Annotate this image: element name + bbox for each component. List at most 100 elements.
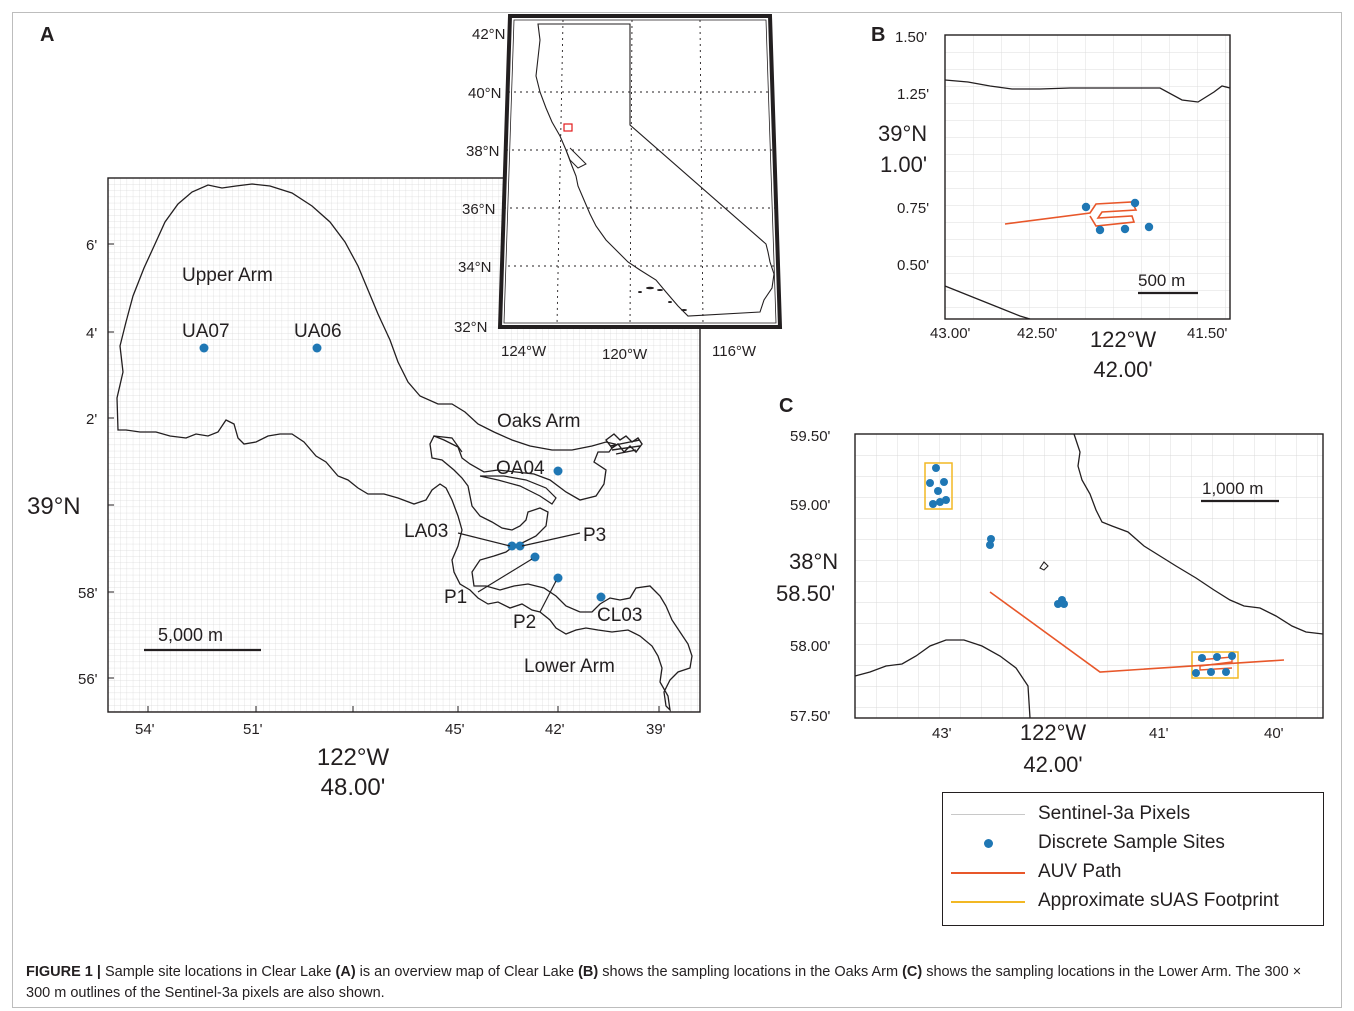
region-upper-arm: Upper Arm bbox=[182, 265, 273, 286]
site-p2-label: P2 bbox=[513, 612, 536, 633]
inset-lat-32: 32°N bbox=[454, 319, 488, 336]
site-p1-dot bbox=[530, 552, 540, 562]
caption-text: shows the sampling locations in the Oaks… bbox=[598, 964, 903, 980]
inset-lat-42: 42°N bbox=[472, 26, 506, 43]
legend-label: AUV Path bbox=[1038, 861, 1122, 882]
map-c: 1,000 m 59.50' 59.00' 38°N 58.50' 58.00'… bbox=[776, 428, 1324, 777]
site-ua07-label: UA07 bbox=[182, 321, 230, 342]
site-oa04-dot bbox=[553, 466, 563, 476]
map-a-lon-tick-54: 54' bbox=[135, 721, 155, 738]
map-b-north-shore bbox=[944, 79, 1231, 103]
region-lower-arm: Lower Arm bbox=[524, 656, 615, 677]
map-a-lat-tick-6: 6' bbox=[86, 237, 97, 254]
map-c-sample-sites bbox=[926, 464, 1236, 677]
caption-text: shows the sampling locations in the Lowe… bbox=[26, 964, 1302, 1001]
figure-frame bbox=[12, 12, 1342, 1008]
map-a-lat-tick-56: 56' bbox=[78, 671, 98, 688]
sf-bay bbox=[565, 147, 587, 169]
map-b-pixel-grid bbox=[945, 35, 1230, 319]
site-p3-label: P3 bbox=[583, 525, 606, 546]
legend-label: Sentinel-3a Pixels bbox=[1038, 803, 1191, 824]
map-c-islet bbox=[1039, 561, 1049, 571]
map-b: 500 m 1.50' 1.25' 39°N 1.00' 0.75' 0.50'… bbox=[878, 29, 1231, 382]
inset-lat-38: 38°N bbox=[466, 143, 500, 160]
figure-caption: FIGURE 1 | Sample site locations in Clea… bbox=[26, 962, 1326, 1004]
caption-ref-a: (A) bbox=[335, 964, 356, 980]
map-c-suas-footprint-west bbox=[924, 462, 953, 510]
caption-ref-c: (C) bbox=[902, 964, 923, 980]
legend-item-sentinel-pixels: Sentinel-3a Pixels bbox=[943, 801, 1323, 829]
panel-b-letter: B bbox=[871, 24, 885, 46]
site-leader-lines bbox=[457, 532, 581, 613]
legend-item-auv-path: AUV Path bbox=[943, 859, 1323, 887]
map-a-lat-main: 39°N bbox=[27, 493, 81, 520]
map-c-lat-5900: 59.00' bbox=[790, 497, 831, 514]
map-c-auv-path bbox=[989, 591, 1285, 673]
region-oaks-arm: Oaks Arm bbox=[497, 411, 580, 432]
map-a-lon-main-min: 48.00' bbox=[321, 774, 386, 801]
map-c-lat-5800: 58.00' bbox=[790, 638, 831, 655]
site-p1-label: P1 bbox=[444, 587, 467, 608]
map-c-auv-survey-loop bbox=[1197, 656, 1233, 671]
inset-graticule bbox=[502, 19, 778, 326]
map-a-scalebar-label: 5,000 m bbox=[158, 625, 223, 645]
map-c-lon-main-min: 42.00' bbox=[1023, 752, 1082, 777]
inset-lat-36: 36°N bbox=[462, 201, 496, 218]
site-cl03-dot bbox=[596, 592, 606, 602]
inset-lon-124: 124°W bbox=[501, 343, 547, 360]
clear-lake-shoreline bbox=[116, 183, 693, 712]
map-c-lat-5750: 57.50' bbox=[790, 708, 831, 725]
map-b-auv-path bbox=[1004, 201, 1138, 227]
map-c-lat-5950: 59.50' bbox=[790, 428, 831, 445]
inset-lat-34: 34°N bbox=[458, 259, 492, 276]
map-b-scalebar-label: 500 m bbox=[1138, 271, 1185, 290]
site-la03-dot bbox=[507, 541, 517, 551]
inset-lon-120: 120°W bbox=[602, 346, 648, 363]
map-a-lon-tick-45: 45' bbox=[445, 721, 465, 738]
legend-item-suas-footprint: Approximate sUAS Footprint bbox=[943, 888, 1323, 916]
map-c-suas-footprint-east bbox=[1191, 651, 1239, 679]
map-c-east-shore bbox=[1073, 433, 1324, 635]
map-c-frame bbox=[854, 433, 1324, 719]
channel-islands bbox=[638, 286, 687, 311]
map-b-lon-4150: 41.50' bbox=[1187, 325, 1228, 342]
legend-thin-line-icon bbox=[951, 814, 1025, 815]
map-c-lon-41: 41' bbox=[1149, 725, 1169, 742]
map-b-lat-main-deg: 39°N bbox=[878, 121, 927, 146]
map-b-sample-sites bbox=[1081, 198, 1154, 235]
legend-label: Discrete Sample Sites bbox=[1038, 832, 1225, 853]
site-ua06-dot bbox=[312, 343, 322, 353]
map-a-frame bbox=[107, 177, 701, 713]
map-legend: Sentinel-3a Pixels Discrete Sample Sites… bbox=[942, 792, 1324, 926]
caption-figure-label: FIGURE 1 | bbox=[26, 964, 101, 980]
legend-yellow-line-icon bbox=[951, 901, 1025, 903]
caption-text: is an overview map of Clear Lake bbox=[355, 964, 579, 980]
map-c-lon-main-deg: 122°W bbox=[1020, 720, 1087, 745]
map-c-south-shore bbox=[854, 639, 1031, 719]
legend-dot-icon bbox=[984, 839, 993, 848]
island-outline bbox=[479, 475, 557, 505]
map-c-scalebar-label: 1,000 m bbox=[1202, 479, 1263, 498]
inset-frame bbox=[497, 14, 783, 329]
panel-c-letter: C bbox=[779, 395, 793, 417]
map-a-lon-tick-42: 42' bbox=[545, 721, 565, 738]
map-c-lat-main-min: 58.50' bbox=[776, 581, 835, 606]
map-b-frame bbox=[944, 34, 1231, 320]
map-a-lat-tick-58: 58' bbox=[78, 585, 98, 602]
site-cl03-label: CL03 bbox=[597, 605, 642, 626]
map-c-lat-main-deg: 38°N bbox=[789, 549, 838, 574]
caption-text: Sample site locations in Clear Lake bbox=[100, 964, 336, 980]
panel-a-letter: A bbox=[40, 24, 54, 46]
inset-lat-40: 40°N bbox=[468, 85, 502, 102]
map-a-lat-tick-2: 2' bbox=[86, 411, 97, 428]
map-a-ticks bbox=[108, 243, 660, 712]
map-c-lon-43: 43' bbox=[932, 725, 952, 742]
oaks-arm-inner-shore bbox=[433, 435, 463, 453]
legend-label: Approximate sUAS Footprint bbox=[1038, 890, 1279, 911]
site-p3-dot bbox=[515, 541, 525, 551]
map-b-lon-main-min: 42.00' bbox=[1093, 357, 1152, 382]
site-oa04-label: OA04 bbox=[496, 458, 545, 479]
map-b-lat-075: 0.75' bbox=[897, 200, 929, 217]
site-ua06-label: UA06 bbox=[294, 321, 342, 342]
map-b-south-shore bbox=[944, 285, 1031, 320]
